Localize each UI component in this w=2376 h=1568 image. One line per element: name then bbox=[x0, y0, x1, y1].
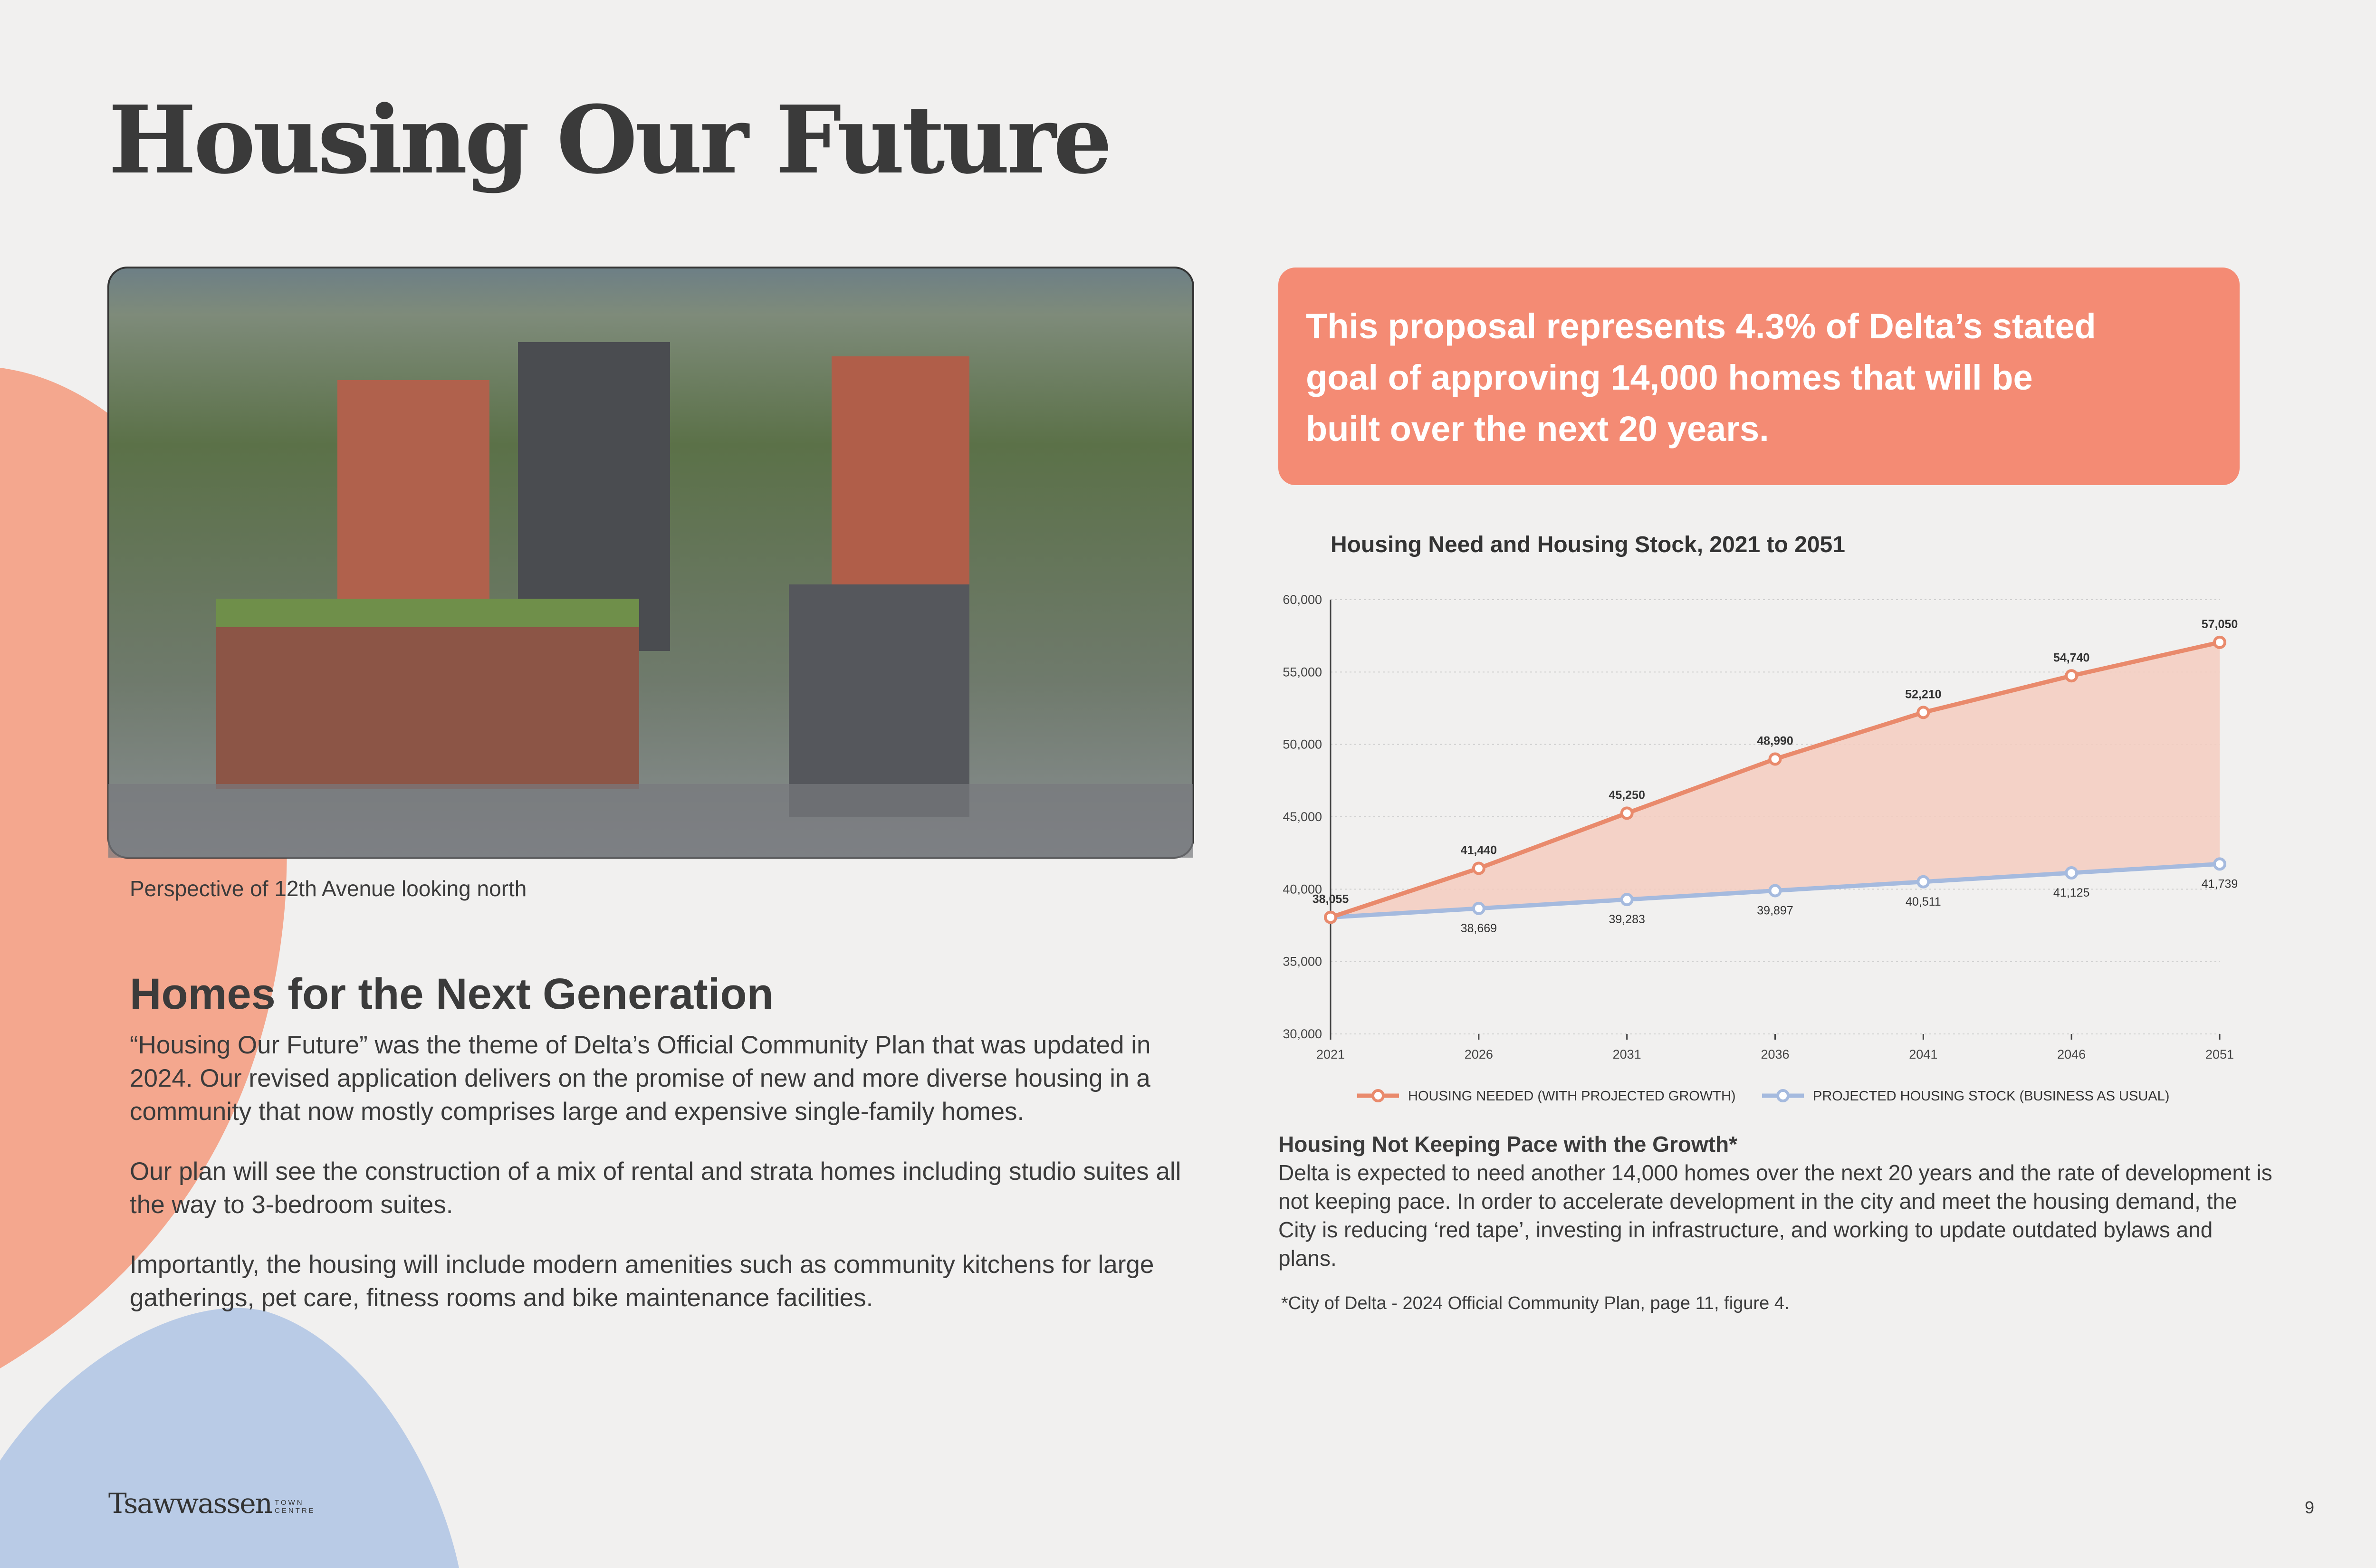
legend-label: PROJECTED HOUSING STOCK (BUSINESS AS USU… bbox=[1813, 1089, 2169, 1104]
data-label: 41,739 bbox=[2202, 877, 2238, 890]
data-label: 52,210 bbox=[1905, 688, 1941, 701]
x-tick-label: 2031 bbox=[1613, 1047, 1641, 1061]
data-point bbox=[1916, 875, 1930, 889]
data-point bbox=[2065, 866, 2079, 880]
x-tick-label: 2021 bbox=[1316, 1047, 1345, 1061]
chart: Housing Need and Housing Stock, 2021 to … bbox=[1283, 532, 2238, 1104]
data-point bbox=[1472, 901, 1485, 915]
data-label: 39,283 bbox=[1609, 913, 1645, 926]
y-tick-label: 40,000 bbox=[1283, 882, 1322, 896]
page-number: 9 bbox=[2305, 1498, 2315, 1517]
data-label: 38,669 bbox=[1461, 922, 1497, 935]
data-label: 39,897 bbox=[1757, 904, 1793, 917]
data-point bbox=[1768, 752, 1782, 766]
data-label: 57,050 bbox=[2202, 618, 2238, 631]
callout: This proposal represents 4.3% of Delta’s… bbox=[1278, 268, 2240, 485]
paragraph: Importantly, the housing will include mo… bbox=[130, 1251, 1154, 1312]
paragraph: Our plan will see the construction of a … bbox=[130, 1157, 1181, 1219]
x-tick-label: 2041 bbox=[1909, 1047, 1937, 1061]
data-point bbox=[1620, 806, 1634, 820]
data-label: 41,125 bbox=[2053, 886, 2089, 899]
photo-caption: Perspective of 12th Avenue looking north bbox=[130, 876, 527, 901]
legend-label: HOUSING NEEDED (WITH PROJECTED GROWTH) bbox=[1408, 1089, 1736, 1104]
note-heading: Housing Not Keeping Pace with the Growth… bbox=[1278, 1132, 1738, 1157]
brand: Tsawwassen bbox=[108, 1487, 273, 1520]
gap-area bbox=[1331, 642, 2220, 918]
data-point bbox=[1324, 910, 1337, 924]
y-tick-label: 50,000 bbox=[1283, 737, 1322, 752]
data-point bbox=[1916, 706, 1930, 719]
brand-sub-line: TOWN bbox=[275, 1499, 304, 1507]
brand-sub-line: CENTRE bbox=[275, 1507, 316, 1515]
page-title: Housing Our Future bbox=[108, 86, 1112, 195]
data-point bbox=[1768, 884, 1782, 898]
photo bbox=[107, 267, 1194, 859]
data-label: 40,511 bbox=[1906, 895, 1941, 908]
brand-sub: TOWN CENTRE bbox=[275, 1499, 316, 1515]
y-tick-label: 60,000 bbox=[1283, 593, 1322, 607]
data-point bbox=[1620, 893, 1634, 907]
data-label: 41,440 bbox=[1461, 843, 1497, 857]
callout-line: goal of approving 14,000 homes that will… bbox=[1306, 358, 2033, 397]
x-tick-label: 2036 bbox=[1761, 1047, 1789, 1061]
data-label: 38,055 bbox=[1313, 893, 1349, 906]
note: Housing Not Keeping Pace with the Growth… bbox=[1278, 1130, 2276, 1272]
footnote: *City of Delta - 2024 Official Community… bbox=[1281, 1293, 1790, 1313]
data-label: 54,740 bbox=[2053, 651, 2089, 664]
note-body: Delta is expected to need another 14,000… bbox=[1278, 1160, 2272, 1271]
section-body: “Housing Our Future” was the theme of De… bbox=[130, 1029, 1194, 1341]
legend-marker bbox=[1776, 1089, 1790, 1102]
callout-line: built over the next 20 years. bbox=[1306, 409, 1769, 449]
data-point bbox=[2065, 669, 2079, 683]
paragraph: “Housing Our Future” was the theme of De… bbox=[130, 1031, 1151, 1126]
y-tick-label: 30,000 bbox=[1283, 1027, 1322, 1041]
data-point bbox=[2213, 635, 2226, 649]
blue-blob bbox=[0, 1308, 459, 1568]
data-point bbox=[2213, 857, 2226, 871]
y-tick-label: 35,000 bbox=[1283, 955, 1322, 969]
y-tick-label: 45,000 bbox=[1283, 810, 1322, 824]
x-tick-label: 2051 bbox=[2205, 1047, 2234, 1061]
data-label: 48,990 bbox=[1757, 734, 1793, 747]
x-tick-label: 2026 bbox=[1465, 1047, 1493, 1061]
x-tick-label: 2046 bbox=[2057, 1047, 2086, 1061]
data-label: 45,250 bbox=[1609, 788, 1645, 802]
y-tick-label: 55,000 bbox=[1283, 665, 1322, 679]
section-heading: Homes for the Next Generation bbox=[130, 970, 774, 1018]
data-point bbox=[1472, 861, 1485, 875]
chart-title: Housing Need and Housing Stock, 2021 to … bbox=[1331, 532, 1845, 557]
legend-marker bbox=[1371, 1089, 1385, 1102]
callout-line: This proposal represents 4.3% of Delta’s… bbox=[1306, 306, 2096, 346]
